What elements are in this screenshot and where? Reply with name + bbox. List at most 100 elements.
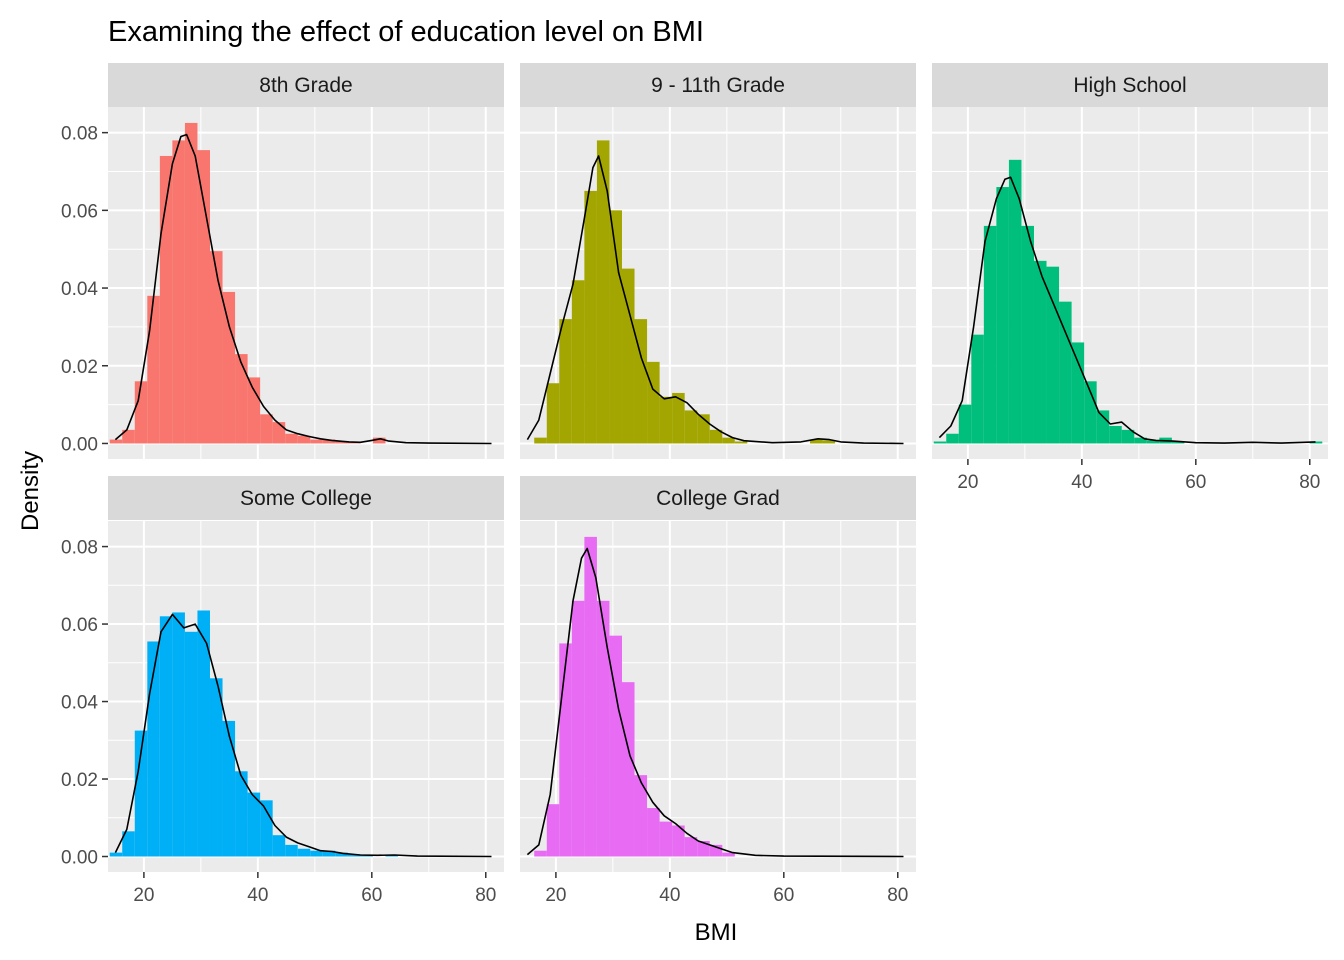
histogram-bar — [722, 852, 735, 857]
x-axis-title: BMI — [695, 919, 738, 946]
histogram-bar — [159, 616, 173, 857]
histogram-bar — [247, 792, 261, 857]
histogram-bar — [971, 334, 984, 444]
histogram-bar — [285, 844, 298, 857]
facet-strip-label: College Grad — [656, 487, 780, 510]
histogram-bar — [184, 631, 198, 857]
histogram-bar — [172, 140, 185, 444]
histogram-bar — [310, 439, 323, 444]
histogram-bar — [209, 678, 223, 857]
facet-strip — [108, 476, 504, 520]
facet-strip — [108, 63, 504, 107]
histogram-bar — [697, 841, 710, 857]
facet-some-college: Some College 0.00 0.02 0.04 0.06 0.08 20 40 60 80 — [61, 476, 504, 906]
density-curve — [938, 176, 1316, 444]
histogram-bar — [559, 643, 572, 857]
density-curve — [114, 133, 492, 445]
histogram-bar — [1033, 260, 1047, 444]
y-tick-label: 0.04 — [61, 693, 98, 714]
y-tick-label: 0.02 — [61, 357, 98, 378]
histogram-bar — [222, 720, 236, 857]
x-tick-label: 40 — [1071, 472, 1092, 493]
histogram-bar — [571, 280, 585, 444]
histogram-bar — [335, 441, 348, 444]
histogram-bar — [546, 804, 560, 857]
histogram-bar — [647, 808, 660, 857]
x-tick-label: 80 — [1299, 472, 1320, 493]
y-tick-label: 0.08 — [61, 538, 98, 559]
histogram-bar — [534, 850, 547, 857]
histogram-bar — [260, 414, 273, 444]
histogram-bar — [322, 439, 336, 444]
histogram-bar — [996, 187, 1009, 444]
x-tick-label: 40 — [659, 885, 680, 906]
histogram-bar — [347, 854, 361, 857]
histogram-bar — [810, 439, 823, 444]
y-axis-title: Density — [17, 451, 44, 531]
histogram-bar — [946, 433, 959, 444]
histogram-bar — [134, 730, 148, 857]
x-tick-label: 20 — [545, 885, 566, 906]
x-tick-label: 40 — [247, 885, 268, 906]
histogram-bar — [958, 404, 972, 444]
histogram-bar — [297, 435, 311, 444]
histogram-bar — [1008, 159, 1022, 444]
histogram-bar — [147, 641, 160, 857]
histogram-bar — [709, 844, 723, 857]
x-tick-label: 20 — [133, 885, 154, 906]
histogram-bar — [546, 383, 560, 444]
facet-strip-label: High School — [1073, 74, 1186, 97]
histogram-bar — [609, 210, 622, 444]
histogram-bar — [209, 251, 223, 444]
facet-strip-label: Some College — [240, 487, 372, 510]
y-tick-label: 0.02 — [61, 770, 98, 791]
y-tick-label: 0.06 — [61, 615, 98, 636]
histogram-bar — [222, 291, 236, 444]
histogram-bar — [272, 422, 286, 444]
histogram-bar — [659, 821, 673, 857]
x-tick-label: 60 — [361, 885, 382, 906]
histogram-bar — [722, 437, 735, 444]
histogram-bar — [1309, 441, 1323, 444]
histogram-bar — [159, 155, 173, 444]
histogram-bar — [310, 850, 323, 857]
y-tick-label: 0.06 — [61, 201, 98, 222]
histogram-bar — [235, 771, 248, 857]
histogram-bar — [559, 319, 572, 444]
histogram-bar — [109, 439, 123, 444]
histogram-bar — [634, 319, 648, 444]
histogram-bar — [1121, 429, 1135, 444]
x-tick-label: 80 — [887, 885, 908, 906]
histogram-bar — [672, 825, 685, 857]
facet-strip-label: 8th Grade — [259, 74, 352, 97]
histogram-bar — [734, 441, 748, 444]
histogram-bar — [684, 410, 698, 444]
histogram-bar — [983, 225, 997, 444]
histogram-bar — [709, 429, 723, 444]
histogram-bar — [1084, 381, 1097, 444]
x-tick-label: 60 — [1185, 472, 1206, 493]
histogram-bar — [1146, 440, 1160, 444]
facet-strip — [520, 63, 916, 107]
histogram-bar — [360, 855, 373, 857]
histogram-bar — [285, 433, 298, 444]
histogram-bar — [260, 800, 273, 857]
histogram-bar — [584, 190, 597, 444]
facet-strip — [520, 476, 916, 520]
x-tick-label: 80 — [475, 885, 496, 906]
histogram-bar — [235, 354, 248, 444]
density-curve — [526, 547, 904, 858]
histogram-bar — [322, 850, 336, 857]
y-tick-label: 0.00 — [61, 848, 98, 869]
histogram-bar — [684, 837, 698, 857]
histogram-bar — [297, 848, 311, 857]
y-tick-label: 0.00 — [61, 434, 98, 455]
histogram-bar — [372, 437, 386, 444]
histogram-bar — [1109, 425, 1122, 444]
histogram-bar — [621, 682, 635, 857]
histogram-bar — [659, 396, 673, 444]
histogram-bar — [172, 612, 185, 857]
histogram-bar — [109, 852, 123, 857]
